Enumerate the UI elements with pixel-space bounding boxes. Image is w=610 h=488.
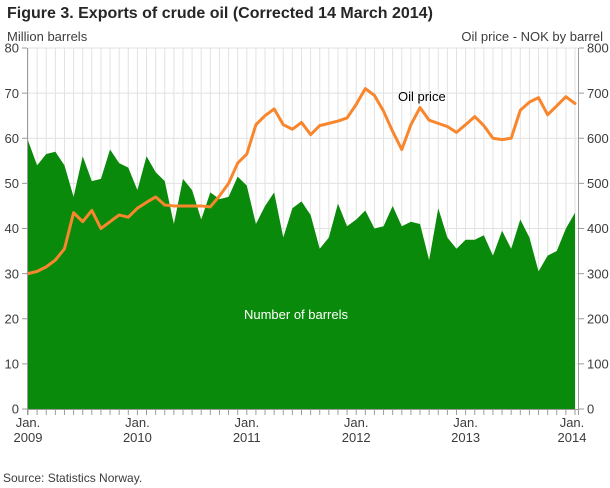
left-axis-tick-label: 50: [5, 176, 19, 191]
x-axis-month-label: Jan.: [453, 415, 478, 430]
x-axis-year-label: 2014: [558, 430, 587, 445]
right-axis-tick-label: 700: [587, 86, 609, 101]
x-axis-year-label: 2011: [233, 430, 261, 445]
x-axis-year-label: 2012: [342, 430, 371, 445]
x-axis-month-label: Jan.: [560, 415, 585, 430]
right-axis-tick-label: 800: [587, 41, 609, 56]
barrels-area-series: [28, 140, 575, 409]
x-axis-year-label: 2009: [14, 430, 43, 445]
x-axis-month-label: Jan.: [16, 415, 41, 430]
series-label-oil-price: Oil price: [398, 89, 446, 104]
x-axis-year-label: 2013: [451, 430, 480, 445]
right-axis-tick-label: 600: [587, 131, 609, 146]
left-axis-tick-label: 70: [5, 86, 19, 101]
right-axis-tick-label: 0: [587, 402, 594, 417]
x-axis-month-label: Jan.: [125, 415, 150, 430]
left-axis-tick-label: 40: [5, 221, 19, 236]
x-axis-month-label: Jan.: [344, 415, 369, 430]
right-axis-tick-label: 400: [587, 221, 609, 236]
x-axis-year-label: 2010: [123, 430, 152, 445]
series-label-number-of-barrels: Number of barrels: [244, 307, 349, 322]
right-axis-tick-label: 500: [587, 176, 609, 191]
right-axis-tick-label: 300: [587, 266, 609, 281]
left-axis-tick-label: 0: [12, 402, 19, 417]
left-axis-tick-label: 20: [5, 311, 19, 326]
left-axis-tick-label: 60: [5, 131, 19, 146]
right-axis-tick-label: 200: [587, 311, 609, 326]
oil-price-line-series: [26, 87, 577, 276]
left-axis-title: Million barrels: [7, 29, 88, 44]
x-axis-month-label: Jan.: [235, 415, 260, 430]
right-axis-tick-label: 100: [587, 357, 609, 372]
left-axis-tick-label: 80: [5, 41, 19, 56]
right-axis-title: Oil price - NOK by barrel: [461, 29, 603, 44]
source-note: Source: Statistics Norway.: [3, 471, 143, 485]
figure-title: Figure 3. Exports of crude oil (Correcte…: [7, 5, 433, 22]
left-axis-tick-label: 30: [5, 266, 19, 281]
left-axis-tick-label: 10: [5, 357, 19, 372]
